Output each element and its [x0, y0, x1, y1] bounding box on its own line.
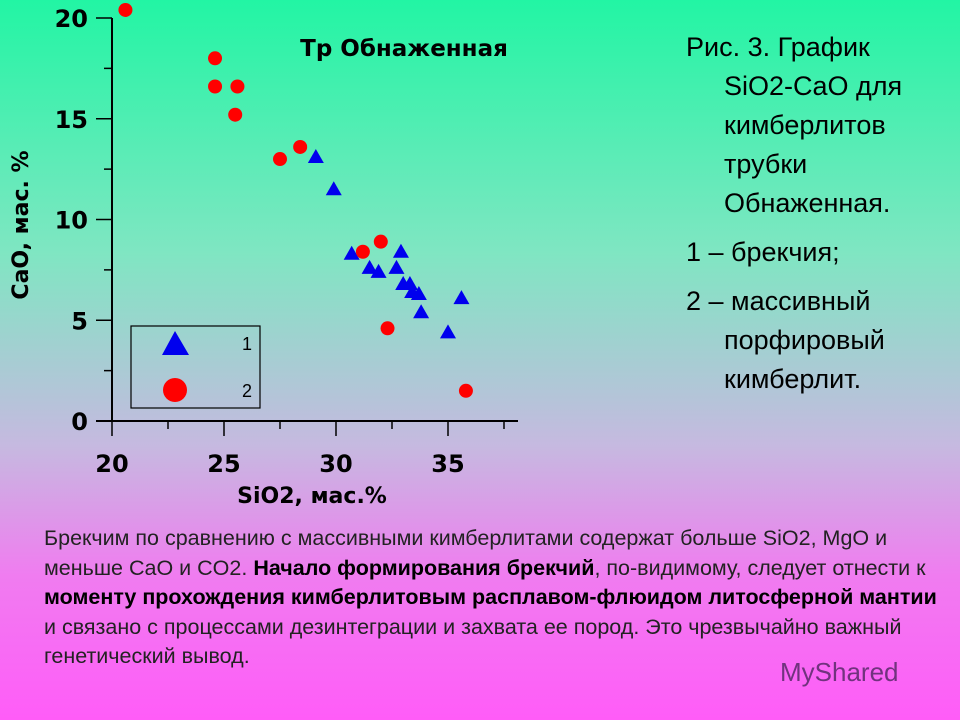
data-point-circle [118, 2, 133, 17]
data-point-circle [458, 383, 473, 398]
scatter-chart: 0 5 10 15 20 20 25 30 35 Тр Обнаженная SiO2, мас… [9, 2, 518, 509]
x-tick-label: 30 [319, 450, 352, 478]
x-tick-label: 35 [431, 450, 464, 478]
caption-line: SiO2-CaO для [724, 71, 903, 101]
x-tick-label: 25 [207, 450, 240, 478]
data-point-triangle [361, 259, 378, 274]
data-point-triangle [401, 275, 418, 290]
x-tick-label: 20 [95, 450, 128, 478]
data-point-triangle [453, 290, 470, 305]
data-point-circle [373, 234, 388, 249]
y-tick-label: 5 [71, 307, 88, 335]
data-point-circle [208, 79, 223, 94]
caption-line: порфировый [724, 325, 885, 355]
bold-text: моменту прохождения кимберлитовым распла… [44, 585, 937, 609]
caption-line: трубки [724, 149, 808, 179]
data-point-circle [293, 139, 308, 154]
data-point-triangle [343, 245, 360, 260]
legend-label-1: 1 [242, 334, 252, 354]
data-point-triangle [410, 286, 427, 301]
legend-circle-icon [163, 378, 187, 402]
legend-box [130, 325, 261, 409]
data-point-triangle [325, 181, 342, 196]
x-axis-label: SiO2, мас.% [237, 484, 387, 509]
caption-line: кимберлит. [724, 364, 862, 394]
legend-label-2: 2 [242, 381, 252, 401]
data-point-circle [355, 244, 370, 259]
caption-item-2: 2 – массивный [686, 286, 871, 316]
data-point-triangle [388, 259, 405, 274]
legend-triangle-icon [162, 331, 189, 355]
chart-title: Тр Обнаженная [300, 36, 508, 62]
y-tick-label: 15 [55, 106, 88, 134]
legend: 1 2 [130, 325, 261, 409]
caption-line: кимберлитов [724, 110, 886, 140]
text: Брекчим по сравнению с массивными кимбер… [44, 526, 888, 580]
y-tick-label: 20 [55, 5, 88, 33]
data-point-triangle [370, 263, 387, 278]
data-point-triangle [307, 149, 324, 164]
body-paragraph: Брекчим по сравнению с массивными кимбер… [44, 524, 944, 672]
text: и связано с процессами дезинтеграции и з… [44, 614, 902, 669]
y-tick-label: 10 [55, 207, 88, 235]
watermark-logo: MyShared [780, 657, 899, 687]
text: , по-видимому, следует отнести к [594, 555, 926, 580]
caption-item-1: 1 – брекчия; [686, 237, 840, 267]
data-point-triangle [440, 324, 456, 339]
figure-caption: Рис. 3. График SiO2-CaO для кимберлитов … [686, 28, 956, 399]
y-tick-label: 0 [71, 408, 88, 436]
data-point-circle [228, 107, 243, 122]
caption-line: Рис. 3. График [686, 32, 870, 62]
y-axis-label: CaO, мас. % [9, 150, 34, 299]
data-point-circle [273, 152, 287, 167]
data-point-triangle [413, 304, 430, 319]
data-point-circle [208, 51, 223, 66]
bold-text: Начало формирования брекчий [253, 555, 595, 580]
data-point-circle [230, 79, 245, 94]
data-point-circle [380, 321, 395, 336]
data-point-triangle [392, 243, 409, 258]
caption-line: Обнаженная. [724, 188, 891, 218]
